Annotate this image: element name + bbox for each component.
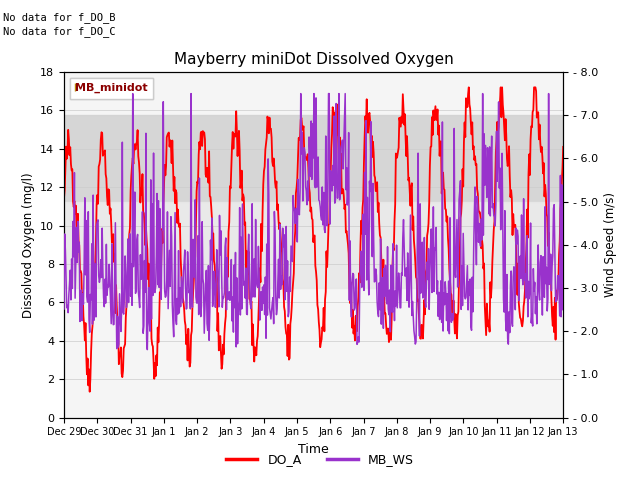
Text: No data for f_DO_C: No data for f_DO_C [3, 26, 116, 37]
Bar [64, 115, 563, 202]
Y-axis label: Dissolved Oxygen (mg/l): Dissolved Oxygen (mg/l) [22, 172, 35, 318]
Y-axis label: Wind Speed (m/s): Wind Speed (m/s) [604, 192, 617, 297]
Title: Mayberry miniDot Dissolved Oxygen: Mayberry miniDot Dissolved Oxygen [173, 52, 454, 67]
X-axis label: Time: Time [298, 443, 329, 456]
Legend: DO_A, MB_WS: DO_A, MB_WS [221, 448, 419, 471]
Text: No data for f_DO_B: No data for f_DO_B [3, 12, 116, 23]
Legend: MB_minidot: MB_minidot [70, 78, 154, 99]
Bar [64, 202, 563, 288]
